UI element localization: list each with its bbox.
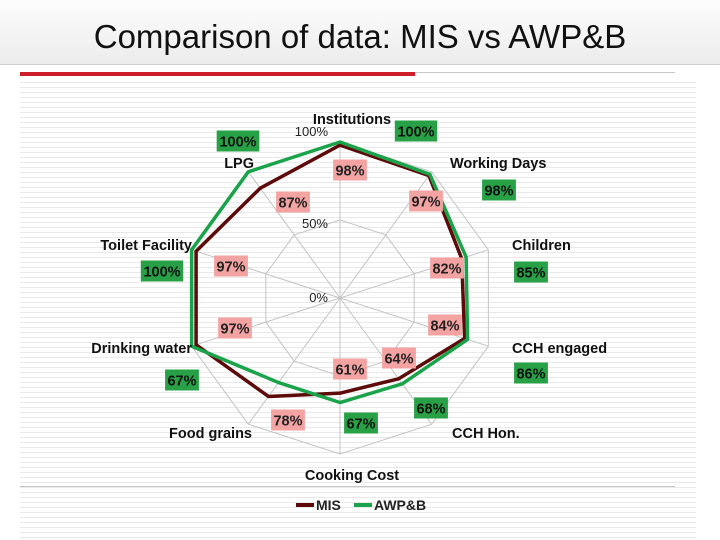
awpb-value-label: 67% — [165, 369, 199, 391]
mis-value-label-box — [430, 257, 464, 279]
mis-value-label-text: 97% — [216, 260, 245, 276]
mis-value-label-text: 64% — [384, 352, 413, 368]
awpb-value-label-text: 100% — [397, 125, 434, 141]
axis-label: Toilet Facility — [100, 238, 192, 254]
mis-value-label-box — [214, 255, 248, 277]
mis-value-label-text: 98% — [335, 164, 364, 180]
axis-label: Working Days — [450, 156, 546, 172]
mis-value-label: 97% — [218, 317, 252, 339]
awpb-value-label-text: 100% — [143, 265, 180, 281]
awpb-value-label-box — [482, 179, 516, 201]
grid-spoke — [247, 171, 341, 299]
awpb-value-label: 85% — [514, 261, 548, 283]
scale-label: 100% — [295, 124, 329, 139]
axis-label: Drinking water — [91, 341, 192, 357]
awpb-value-label: 98% — [482, 179, 516, 201]
legend-label: AWP&B — [374, 497, 426, 513]
awpb-value-label-text: 68% — [416, 402, 445, 418]
awpb-value-label-box — [394, 120, 438, 142]
awpb-value-label: 67% — [344, 412, 378, 434]
series-line-mis — [194, 143, 467, 399]
awpb-value-label-text: 67% — [167, 374, 196, 390]
mis-value-label: 98% — [333, 159, 367, 181]
mis-value-label: 64% — [382, 347, 416, 369]
axis-label: Food grains — [169, 426, 252, 442]
mis-value-label-box — [218, 317, 252, 339]
axis-label: Institutions — [313, 112, 391, 128]
mis-value-label-text: 84% — [430, 319, 459, 335]
slide-background — [20, 78, 696, 538]
mis-value-label-box — [276, 191, 310, 213]
mis-value-label-box — [333, 358, 367, 380]
scale-label: 50% — [302, 216, 328, 231]
mis-value-label-box — [382, 347, 416, 369]
axis-label: Children — [512, 238, 571, 254]
title-bar: Comparison of data: MIS vs AWP&B — [0, 0, 720, 65]
grid-spoke — [191, 297, 341, 347]
awpb-value-label: 68% — [414, 397, 448, 419]
footer-divider — [20, 486, 675, 487]
mis-value-label: 97% — [214, 255, 248, 277]
mis-value-label-text: 78% — [273, 414, 302, 430]
awpb-value-label-box — [514, 261, 548, 283]
mis-value-label-box — [409, 190, 443, 212]
awpb-value-label-box — [414, 397, 448, 419]
mis-value-label: 82% — [430, 257, 464, 279]
awpb-value-label: 100% — [394, 120, 438, 142]
mis-value-label: 78% — [271, 409, 305, 431]
axis-label: LPG — [224, 156, 254, 172]
series-line-awpb — [189, 140, 470, 405]
awpb-value-label-text: 98% — [484, 184, 513, 200]
mis-value-label-text: 61% — [335, 363, 364, 379]
mis-value-label-text: 82% — [432, 262, 461, 278]
mis-value-label: 84% — [428, 314, 462, 336]
mis-value-label: 97% — [409, 190, 443, 212]
axis-label: CCH Hon. — [452, 426, 520, 442]
scale-label: 0% — [309, 290, 328, 305]
mis-value-label-box — [271, 409, 305, 431]
awpb-value-label: 100% — [216, 130, 260, 152]
awpb-value-label-box — [344, 412, 378, 434]
awpb-value-label-text: 100% — [219, 135, 256, 151]
slide-title: Comparison of data: MIS vs AWP&B — [93, 18, 627, 55]
awpb-value-label: 86% — [514, 362, 548, 384]
mis-value-label: 61% — [333, 358, 367, 380]
mis-value-label-text: 97% — [411, 195, 440, 211]
mis-value-label-box — [333, 159, 367, 181]
legend-label: MIS — [316, 497, 341, 513]
mis-value-label-text: 87% — [278, 196, 307, 212]
awpb-value-label-box — [216, 130, 260, 152]
grid-spoke — [247, 297, 341, 425]
awpb-value-label-box — [514, 362, 548, 384]
awpb-value-label-box — [140, 260, 184, 282]
axis-label: CCH engaged — [512, 341, 607, 357]
mis-value-label-box — [428, 314, 462, 336]
awpb-value-label-text: 86% — [516, 367, 545, 383]
header-accent-bar — [20, 72, 415, 76]
mis-value-label-text: 97% — [220, 322, 249, 338]
axis-label: Cooking Cost — [305, 468, 399, 484]
mis-value-label: 87% — [276, 191, 310, 213]
awpb-value-label-text: 85% — [516, 266, 545, 282]
awpb-value-label-text: 67% — [346, 417, 375, 433]
awpb-value-label-box — [165, 369, 199, 391]
awpb-value-label: 100% — [140, 260, 184, 282]
